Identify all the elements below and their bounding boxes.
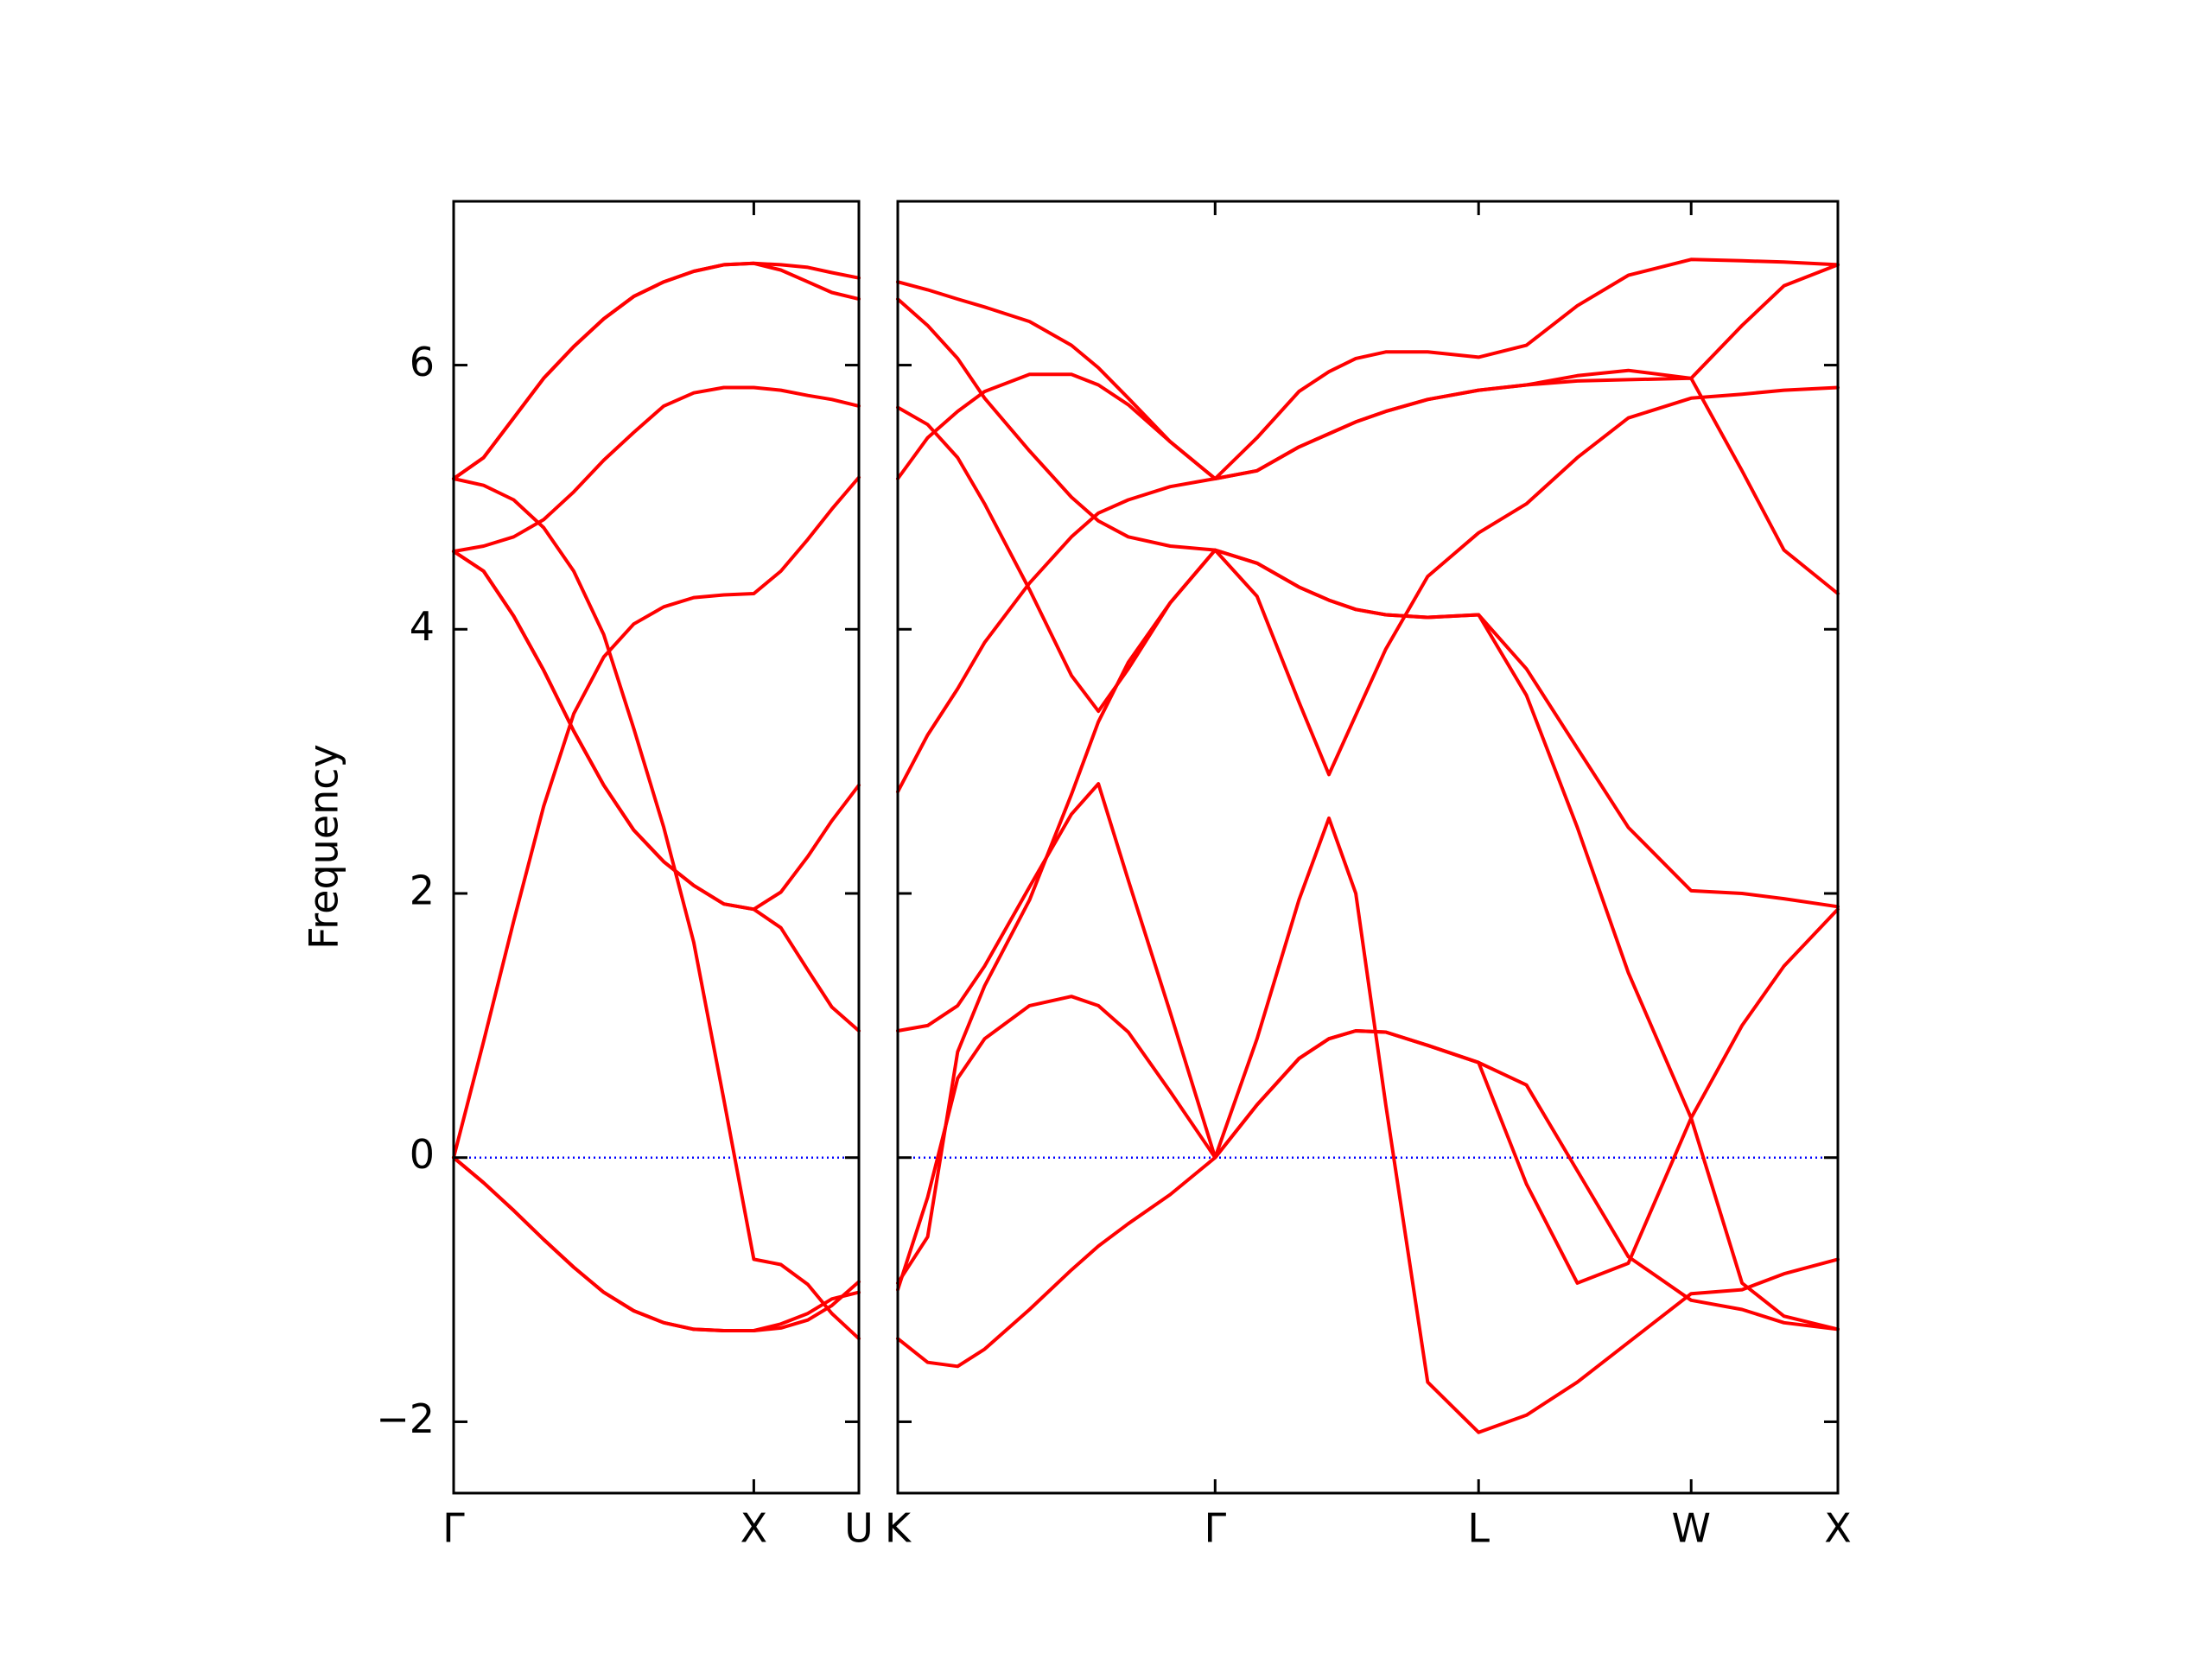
y-tick-label: 6 bbox=[410, 339, 435, 385]
y-tick-label: −2 bbox=[376, 1395, 435, 1442]
x-tick-label: X bbox=[1824, 1505, 1852, 1552]
band-line bbox=[896, 263, 1840, 480]
y-axis-label: Frequency bbox=[301, 744, 347, 950]
band-line bbox=[896, 257, 1840, 480]
band-line bbox=[896, 376, 1840, 794]
x-tick-label: L bbox=[1467, 1505, 1490, 1552]
y-tick-label: 0 bbox=[410, 1131, 435, 1178]
band-line bbox=[452, 475, 861, 1160]
x-tick-label: X bbox=[741, 1505, 768, 1552]
band-line bbox=[452, 477, 861, 1341]
band-line bbox=[452, 550, 861, 1033]
band-line bbox=[452, 261, 861, 480]
x-tick-label: Γ bbox=[1204, 1505, 1226, 1552]
band-line bbox=[896, 995, 1840, 1332]
band-line bbox=[452, 550, 861, 912]
band-line bbox=[452, 1155, 861, 1332]
x-tick-label: W bbox=[1671, 1505, 1710, 1552]
y-tick-label: 2 bbox=[410, 868, 435, 914]
x-tick-label: U bbox=[844, 1505, 874, 1552]
band-line bbox=[452, 261, 861, 480]
plot-frame bbox=[896, 200, 1840, 1495]
x-tick-label: Γ bbox=[442, 1505, 465, 1552]
band-line bbox=[896, 1029, 1840, 1369]
band-line bbox=[896, 385, 1840, 777]
band-line bbox=[452, 1155, 861, 1332]
plot-frame bbox=[452, 200, 861, 1495]
x-tick-label: K bbox=[885, 1505, 912, 1552]
band-line bbox=[896, 782, 1840, 1434]
y-tick-label: 4 bbox=[410, 603, 435, 650]
band-line bbox=[452, 385, 861, 554]
band-line bbox=[896, 548, 1840, 1285]
